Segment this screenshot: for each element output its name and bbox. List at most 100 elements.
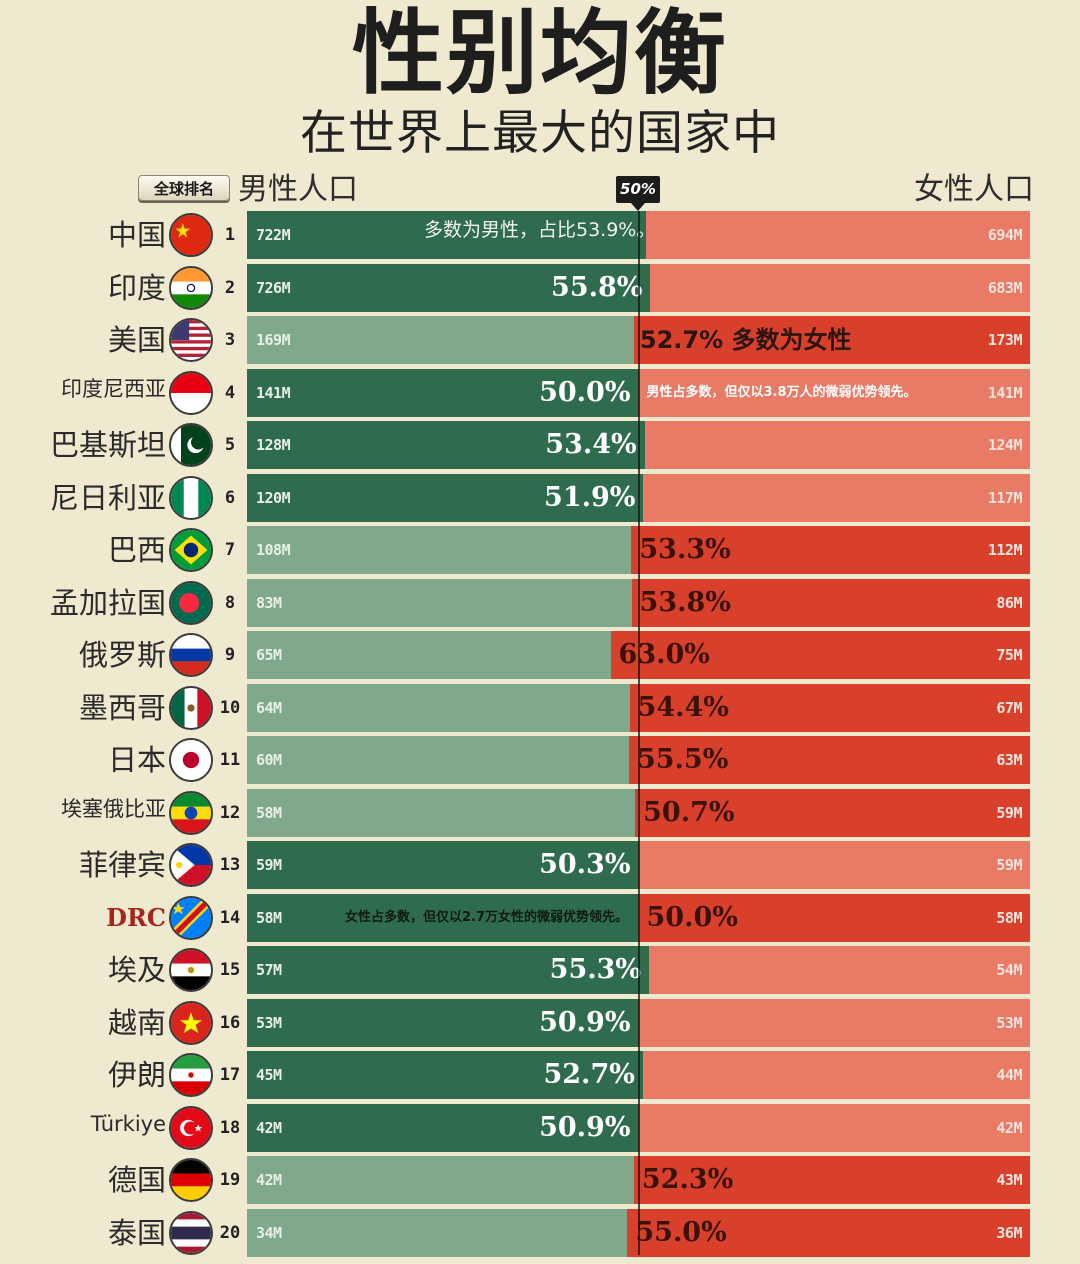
country-name: 美国	[107, 323, 166, 357]
male-population-value: 59M	[256, 856, 282, 874]
brazil-flag-icon	[169, 528, 213, 572]
female-population-value: 59M	[996, 803, 1022, 822]
majority-percentage: 52.3%	[641, 1164, 734, 1195]
majority-percentage: 51.9%	[544, 481, 636, 513]
philippines-flag-icon	[169, 843, 213, 887]
female-bar	[650, 263, 1030, 312]
midpoint-pointer-icon	[631, 203, 645, 211]
female-population-value: 63M	[996, 751, 1022, 769]
rank-number: 3	[224, 330, 236, 350]
male-population-value: 58M	[256, 908, 282, 927]
male-bar	[247, 1156, 634, 1204]
indonesia-flag-icon	[169, 370, 213, 415]
chart-row: 埃及 15 57M 54M 55.3%	[0, 946, 1080, 994]
chart-row: 日本 11 60M 63M 55.5%	[0, 736, 1080, 784]
chart-row: 俄罗斯 9 65M 75M 63.0%	[0, 631, 1080, 679]
majority-percentage: 54.4%	[637, 691, 729, 723]
country-name: 孟加拉国	[49, 585, 166, 620]
rank-number: 16	[219, 1012, 241, 1033]
country-name: 巴基斯坦	[49, 428, 166, 462]
male-bar	[247, 1051, 643, 1099]
rank-number: 2	[224, 277, 236, 298]
male-bar	[247, 893, 639, 942]
male-bar	[247, 1103, 639, 1152]
female-population-value: 59M	[996, 856, 1022, 874]
male-bar	[247, 736, 629, 784]
country-name: 越南	[107, 1005, 166, 1040]
male-bar	[247, 316, 634, 364]
chart-row: 巴基斯坦 5 128M 124M 53.4%	[0, 421, 1080, 469]
male-population-header: 男性人口	[238, 172, 358, 207]
female-population-value: 117M	[987, 488, 1023, 507]
majority-percentage: 53.3%	[639, 534, 731, 565]
male-population-value: 83M	[256, 593, 282, 612]
turkey-flag-icon	[169, 1105, 213, 1150]
male-bar	[247, 841, 639, 889]
female-bar	[646, 211, 1030, 259]
russia-flag-icon	[169, 633, 213, 677]
india-flag-icon	[169, 265, 213, 310]
rank-number: 15	[219, 960, 241, 980]
rank-number: 17	[219, 1065, 241, 1085]
female-population-value: 75M	[996, 646, 1022, 664]
rank-number: 10	[219, 697, 241, 718]
male-population-value: 60M	[256, 751, 282, 769]
majority-percentage: 55.5%	[636, 744, 729, 775]
female-population-value: 683M	[987, 278, 1023, 297]
majority-percentage: 63.0%	[618, 639, 710, 670]
country-name: 中国	[107, 218, 166, 252]
female-population-value: 53M	[996, 1013, 1022, 1032]
female-bar	[628, 736, 1030, 784]
female-bar	[644, 421, 1030, 469]
male-population-value: 120M	[256, 488, 291, 507]
female-bar	[638, 368, 1030, 417]
female-bar	[633, 1156, 1030, 1204]
rank-number: 4	[224, 382, 236, 403]
female-population-value: 43M	[996, 1171, 1022, 1189]
country-name: 埃及	[107, 953, 166, 987]
rank-column-header: 全球排名	[138, 175, 230, 201]
rank-number: 14	[219, 907, 241, 928]
male-population-value: 42M	[256, 1118, 282, 1137]
female-bar	[638, 841, 1030, 889]
chart-row: 孟加拉国 8 83M 86M 53.8%	[0, 578, 1080, 627]
female-bar	[610, 631, 1030, 679]
male-population-value: 141M	[256, 383, 291, 402]
country-name: Türkiye	[90, 1111, 166, 1136]
male-bar	[247, 1208, 628, 1257]
majority-percentage: 50.9%	[539, 1111, 631, 1143]
country-name: 巴西	[107, 533, 166, 567]
chart-row: DRC 14 58M 58M 50.0% 女性占多数，但仅以2.7万女性的微弱优势领先。	[0, 893, 1080, 942]
female-population-value: 54M	[996, 961, 1022, 979]
country-name: 尼日利亚	[49, 480, 166, 515]
page-title: 性别均衡	[351, 0, 728, 107]
rank-number: 9	[224, 645, 236, 665]
male-population-value: 34M	[256, 1223, 282, 1242]
male-bar	[247, 946, 650, 994]
male-bar	[247, 631, 611, 679]
rank-number: 13	[219, 855, 241, 875]
female-population-value: 124M	[987, 436, 1023, 454]
chart-row: 越南 16 53M 53M 50.9%	[0, 998, 1080, 1047]
majority-percentage: 55.8%	[551, 271, 643, 303]
male-population-value: 108M	[256, 541, 291, 559]
female-population-value: 42M	[996, 1118, 1022, 1137]
drc-flag-icon	[169, 895, 213, 940]
row-annotation: 多数为男性，占比53.9%。	[424, 219, 656, 241]
china-flag-icon	[169, 213, 213, 257]
majority-percentage: 50.3%	[539, 849, 631, 880]
rank-number: 1	[224, 225, 236, 245]
chart-row: 印度尼西亚 4 141M 141M 50.0% 男性占多数，但仅以3.8万人的微弱优势领先…	[0, 368, 1080, 417]
majority-percentage: 55.0%	[635, 1216, 727, 1248]
male-bar	[247, 211, 647, 259]
majority-percentage: 53.4%	[545, 429, 637, 460]
chart-row: 墨西哥 10 64M 67M 54.4%	[0, 683, 1080, 732]
female-bar	[642, 1051, 1030, 1099]
rank-number: 7	[224, 540, 236, 560]
chart-row: 巴西 7 108M 112M 53.3%	[0, 526, 1080, 574]
female-population-value: 694M	[987, 226, 1023, 244]
country-name: 菲律宾	[78, 848, 166, 882]
pakistan-flag-icon	[169, 423, 213, 467]
female-population-value: 58M	[996, 908, 1022, 927]
female-bar	[638, 1103, 1030, 1152]
